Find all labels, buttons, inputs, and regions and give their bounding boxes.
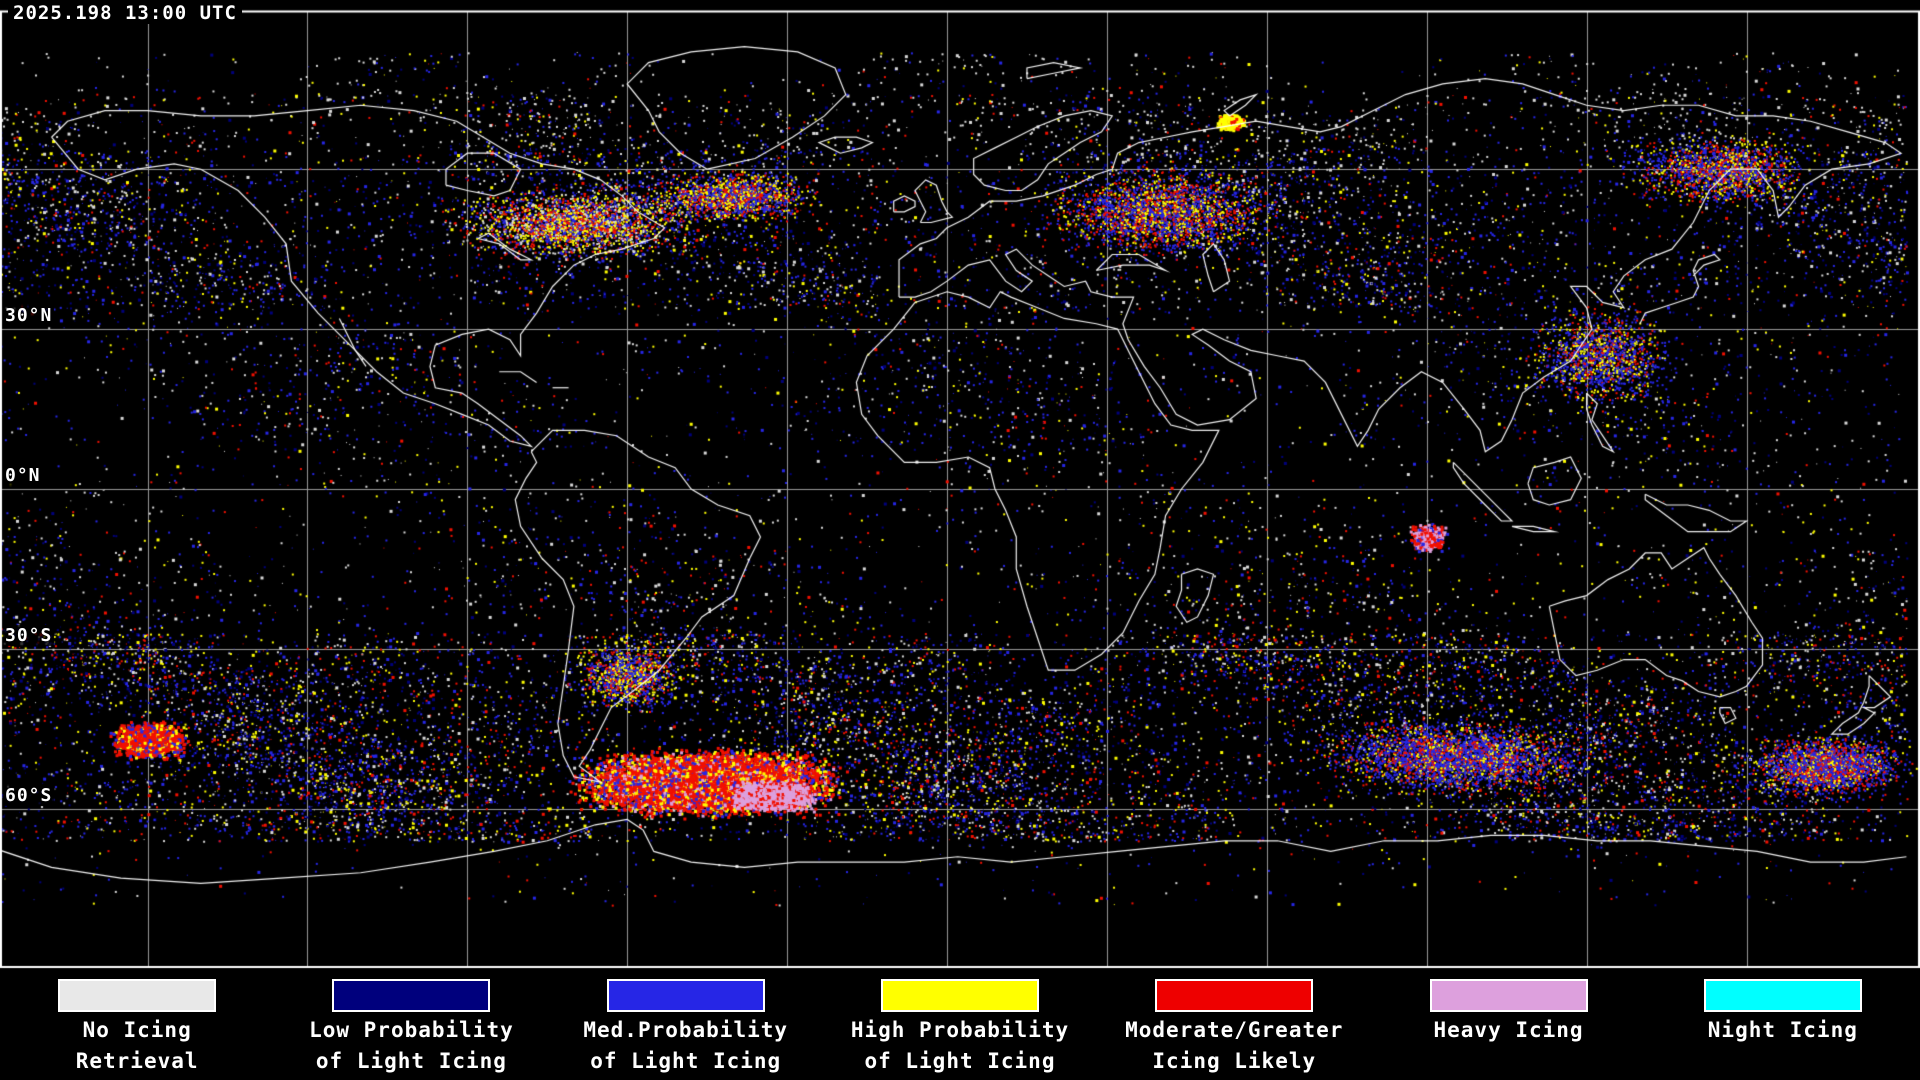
legend-item-high-probability: High Probability of Light Icing — [823, 970, 1097, 1080]
legend-label: of Light Icing — [864, 1049, 1056, 1073]
lat-label-60s: 60°S — [3, 784, 55, 806]
moderate-greater-swatch — [1155, 979, 1314, 1012]
legend-bar: No Icing Retrieval Low Probability of Li… — [0, 970, 1920, 1080]
timestamp: 2025.198 13:00 UTC — [8, 2, 242, 24]
heavy-icing-swatch — [1429, 979, 1588, 1012]
icing-map-canvas — [0, 0, 1920, 970]
legend-item-moderate-greater: Moderate/Greater Icing Likely — [1097, 970, 1371, 1080]
med-probability-swatch — [606, 979, 765, 1012]
legend-label: Retrieval — [75, 1049, 199, 1073]
legend-label: of Light Icing — [590, 1049, 782, 1073]
legend-label: High Probability — [850, 1018, 1070, 1042]
legend-label: Med.Probability — [583, 1018, 789, 1042]
legend-item-no-icing: No Icing Retrieval — [0, 970, 274, 1080]
no-icing-swatch — [58, 979, 217, 1012]
legend-label: No Icing — [82, 1018, 192, 1042]
legend-label: Moderate/Greater — [1125, 1018, 1344, 1042]
lat-label-30s: 30°S — [3, 624, 55, 646]
lat-label-0n: 0°N — [3, 465, 43, 486]
legend-label: Night Icing — [1707, 1018, 1858, 1042]
legend-item-low-probability: Low Probability of Light Icing — [274, 970, 548, 1080]
legend-item-heavy-icing: Heavy Icing — [1371, 970, 1645, 1080]
high-probability-swatch — [880, 979, 1039, 1012]
legend-label: Icing Likely — [1152, 1049, 1317, 1073]
night-icing-swatch — [1703, 979, 1862, 1012]
legend-label: Low Probability — [309, 1018, 514, 1042]
legend-item-med-probability: Med.Probability of Light Icing — [549, 970, 823, 1080]
world-icing-map: 2025.198 13:00 UTC 30°N 0°N 30°S 60°S — [0, 0, 1920, 970]
legend-label: Heavy Icing — [1433, 1018, 1584, 1042]
lat-label-30n: 30°N — [3, 305, 55, 327]
low-probability-swatch — [332, 979, 491, 1012]
legend-item-night-icing: Night Icing — [1646, 970, 1920, 1080]
legend-label: of Light Icing — [315, 1049, 507, 1073]
